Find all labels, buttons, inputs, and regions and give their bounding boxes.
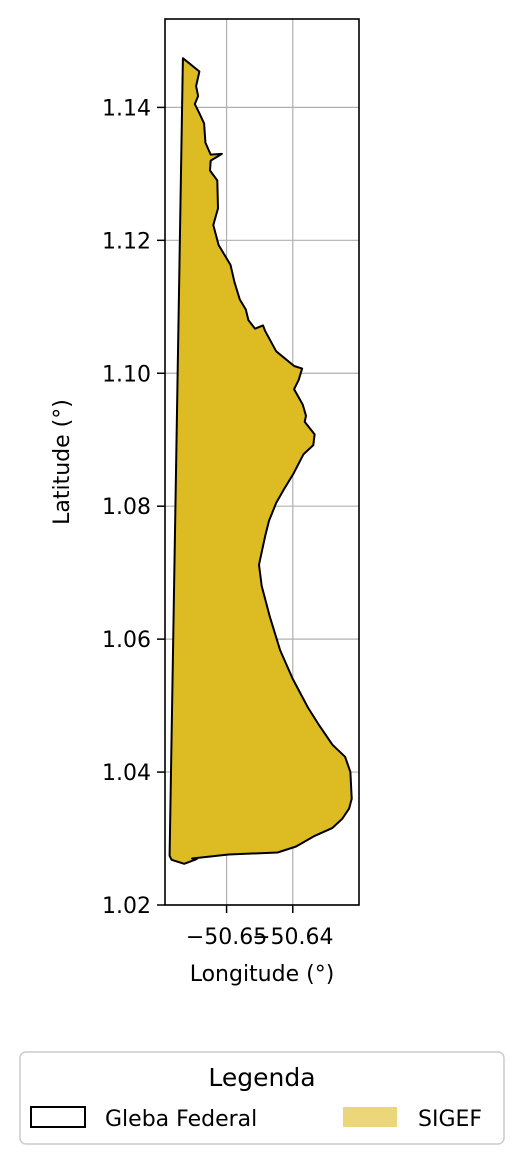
axes-frame — [164, 18, 360, 906]
x-tick-label-1: −50.64 — [252, 925, 333, 950]
y-tick-label-6: 1.14 — [102, 96, 151, 121]
legend-swatch-sigef — [343, 1107, 397, 1127]
y-tick-label-5: 1.12 — [102, 229, 151, 254]
y-tick-label-0: 1.02 — [102, 894, 151, 919]
legend-swatch-gleba-federal — [30, 1106, 86, 1128]
y-axis-label: Latitude (°) — [50, 399, 75, 525]
legend-label-sigef: SIGEF — [418, 1107, 482, 1132]
legend: Legenda Gleba Federal SIGEF — [19, 1051, 505, 1145]
y-tick-label-2: 1.06 — [102, 628, 151, 653]
legend-label-gleba-federal: Gleba Federal — [105, 1107, 257, 1132]
x-tick-label-0: −50.65 — [186, 925, 267, 950]
x-axis-label: Longitude (°) — [190, 962, 335, 987]
y-tick-label-3: 1.08 — [102, 495, 151, 520]
legend-title: Legenda — [208, 1063, 315, 1092]
gleba-polygon — [168, 57, 353, 865]
x-ticks: −50.65−50.64 — [186, 905, 333, 950]
y-ticks: 1.02 1.04 1.06 1.08 1.10 1.12 1.14 — [102, 96, 165, 919]
y-tick-label-4: 1.10 — [102, 362, 151, 387]
y-tick-label-1: 1.04 — [102, 761, 151, 786]
